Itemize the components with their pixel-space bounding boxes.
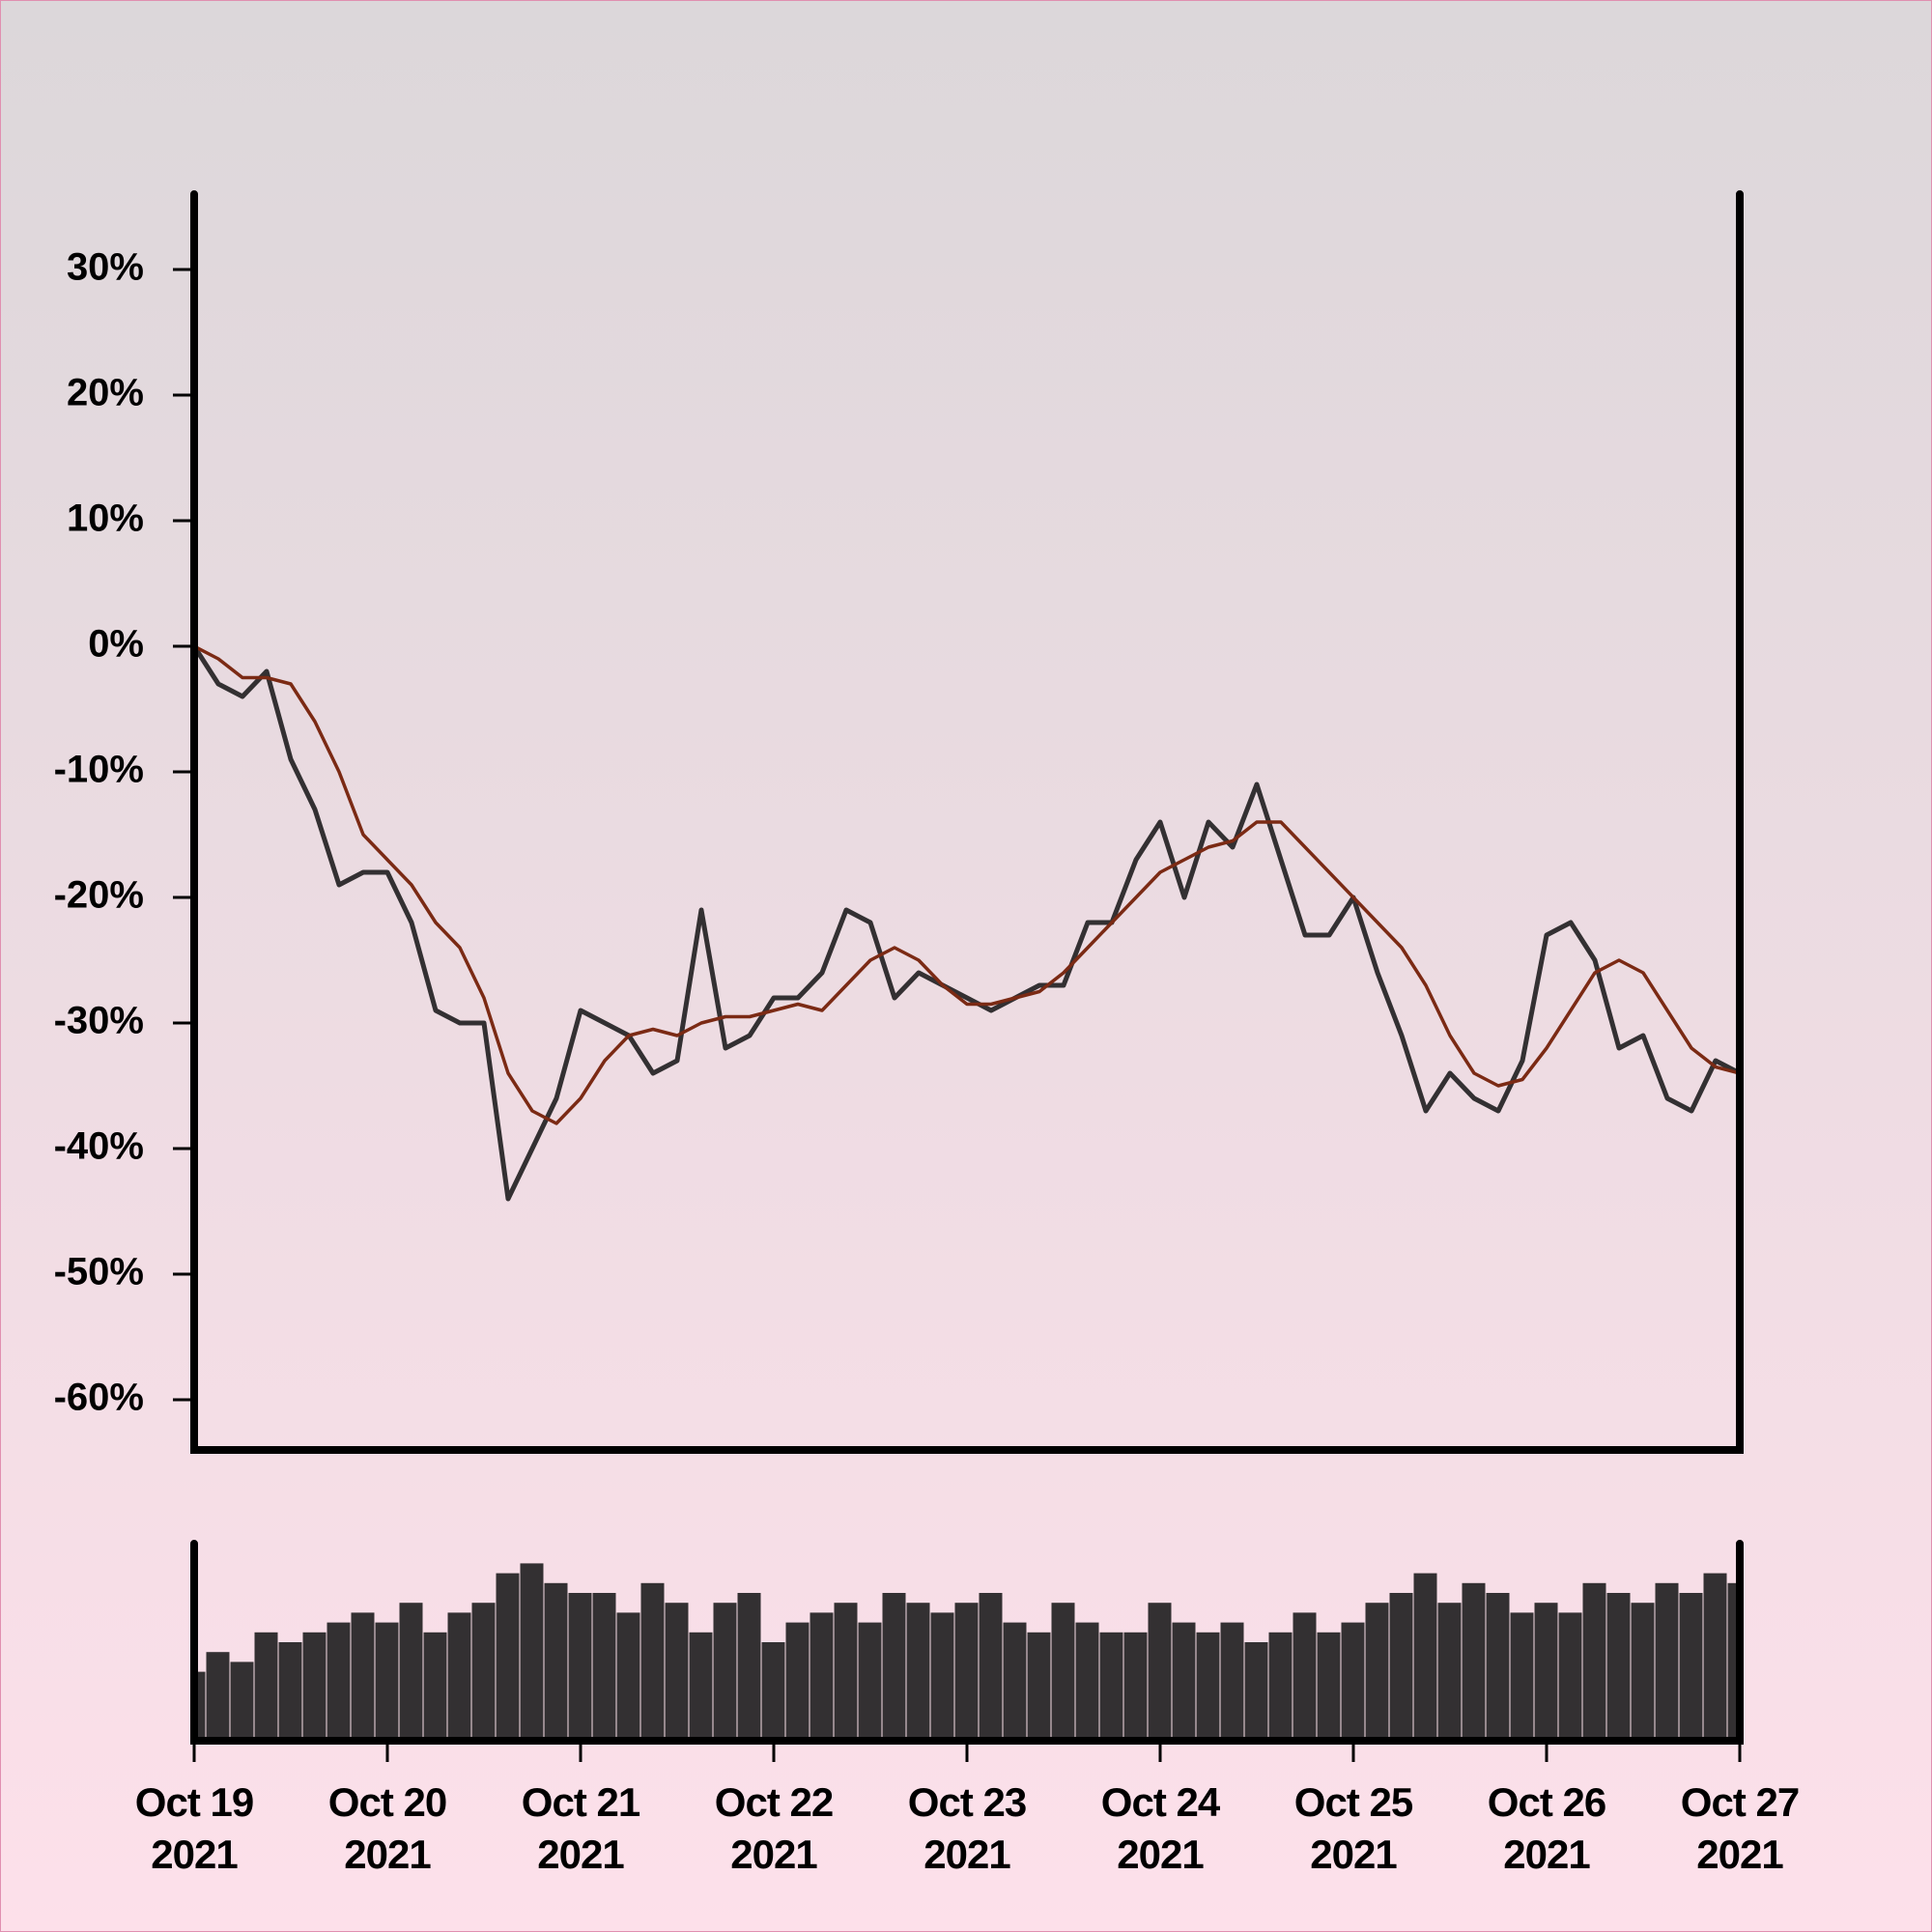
volume-bar (1510, 1612, 1534, 1741)
volume-bar (1365, 1603, 1389, 1741)
volume-bar (194, 1671, 206, 1741)
volume-bar (520, 1563, 544, 1741)
volume-bar (1462, 1582, 1486, 1741)
series-line (194, 644, 1740, 1125)
volume-bar (906, 1603, 930, 1741)
volume-bar (954, 1603, 979, 1741)
y-tick-label: -50% (54, 1251, 144, 1293)
volume-bar (254, 1632, 278, 1741)
volume-bar (761, 1642, 785, 1741)
y-tick-label: 20% (67, 372, 144, 414)
y-tick-label: -20% (54, 874, 144, 917)
volume-bar (785, 1622, 810, 1741)
volume-bar (375, 1622, 399, 1741)
volume-bar (1003, 1622, 1027, 1741)
y-tick-label: -30% (54, 1000, 144, 1042)
volume-bar (399, 1603, 423, 1741)
volume-bar (230, 1662, 254, 1741)
volume-bar (1413, 1573, 1437, 1741)
volume-bar (713, 1603, 737, 1741)
volume-bar (834, 1603, 858, 1741)
volume-bar (1317, 1632, 1341, 1741)
volume-bar (1293, 1612, 1317, 1741)
volume-bar (471, 1603, 496, 1741)
x-tick-label: Oct 23 2021 (907, 1779, 1027, 1877)
volume-bar (1389, 1593, 1413, 1741)
volume-bar (592, 1593, 616, 1741)
y-tick-label: -10% (54, 749, 144, 791)
volume-bar (206, 1652, 230, 1741)
volume-bar (1679, 1593, 1703, 1741)
price-plot (194, 644, 1740, 1202)
volume-bar (858, 1622, 882, 1741)
volume-bar (1051, 1603, 1075, 1741)
volume-bar (665, 1603, 689, 1741)
volume-bar (1099, 1632, 1123, 1741)
volume-plot (194, 1563, 1740, 1741)
y-tick-label: -60% (54, 1377, 144, 1419)
volume-bar (1437, 1603, 1462, 1741)
volume-bar (496, 1573, 520, 1741)
volume-bar (1172, 1622, 1196, 1741)
volume-bar (616, 1612, 640, 1741)
volume-bar (1123, 1632, 1148, 1741)
volume-bar (1148, 1603, 1172, 1741)
volume-bar (447, 1612, 471, 1741)
volume-bar (1582, 1582, 1606, 1741)
volume-bar (1486, 1593, 1510, 1741)
volume-bar (882, 1593, 906, 1741)
y-tick-label: 10% (67, 497, 144, 540)
volume-bar (930, 1612, 954, 1741)
volume-bar (568, 1593, 592, 1741)
y-tick-label: -40% (54, 1125, 144, 1168)
volume-bar (1534, 1603, 1558, 1741)
x-tick-label: Oct 21 2021 (521, 1779, 640, 1877)
volume-bar (1244, 1642, 1268, 1741)
volume-bar (1027, 1632, 1051, 1741)
volume-bar (278, 1642, 302, 1741)
volume-bar (1196, 1632, 1220, 1741)
volume-bar (1075, 1622, 1099, 1741)
volume-bar (810, 1612, 834, 1741)
volume-bar (1631, 1603, 1655, 1741)
x-tick-label: Oct 27 2021 (1680, 1779, 1800, 1877)
x-tick-label: Oct 20 2021 (327, 1779, 447, 1877)
y-tick-label: 30% (67, 246, 144, 289)
volume-bar (1220, 1622, 1244, 1741)
volume-bar (544, 1582, 568, 1741)
x-tick-label: Oct 24 2021 (1100, 1779, 1220, 1877)
volume-bar (1341, 1622, 1365, 1741)
x-tick-label: Oct 25 2021 (1293, 1779, 1413, 1877)
x-tick-label: Oct 22 2021 (714, 1779, 834, 1877)
volume-bar (351, 1612, 375, 1741)
volume-bar (1655, 1582, 1679, 1741)
x-tick-label: Oct 26 2021 (1487, 1779, 1606, 1877)
y-tick-label: 0% (88, 623, 144, 666)
series-line (194, 644, 1740, 1202)
volume-bar (1703, 1573, 1727, 1741)
volume-bar (1268, 1632, 1293, 1741)
volume-bar (423, 1632, 447, 1741)
axis-spines (190, 190, 1744, 1454)
x-tick-label: Oct 19 2021 (134, 1779, 254, 1877)
volume-bar (1606, 1593, 1631, 1741)
volume-bar (737, 1593, 761, 1741)
volume-bar (640, 1582, 665, 1741)
volume-bar (302, 1632, 327, 1741)
volume-bar (327, 1622, 351, 1741)
volume-bar (979, 1593, 1003, 1741)
volume-bar (689, 1632, 713, 1741)
volume-bar (1558, 1612, 1582, 1741)
